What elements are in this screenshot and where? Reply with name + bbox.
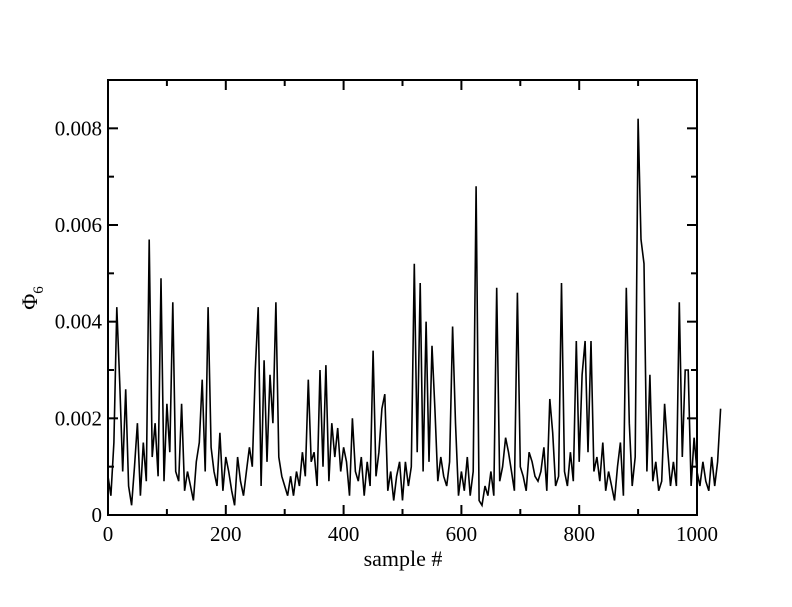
y-tick-label: 0 — [92, 503, 103, 527]
y-tick-label: 0.004 — [55, 310, 103, 334]
y-axis-label-subscript: 6 — [31, 286, 47, 294]
series-line-0 — [107, 118, 722, 508]
series-layer — [107, 118, 722, 508]
x-tick-label: 600 — [446, 522, 478, 546]
y-tick-label: 0.008 — [55, 116, 102, 140]
y-tick-label: 0.002 — [55, 406, 102, 430]
y-axis-label-symbol: Φ — [17, 294, 42, 310]
x-tick-label: 800 — [563, 522, 595, 546]
axes-layer: 0 200 400 600 800 1000 0 0.002 0.004 0.006 0.008 — [55, 79, 718, 546]
x-tick-label: 0 — [103, 522, 114, 546]
x-tick-label: 200 — [210, 522, 242, 546]
x-tick-label: 1000 — [676, 522, 718, 546]
labels-layer: sample # Φ6 — [17, 286, 442, 571]
y-tick-label: 0.006 — [55, 213, 102, 237]
y-axis-label: Φ6 — [17, 286, 47, 310]
x-axis-label: sample # — [364, 546, 443, 571]
x-tick-label: 400 — [328, 522, 360, 546]
plot-frame — [107, 79, 698, 516]
